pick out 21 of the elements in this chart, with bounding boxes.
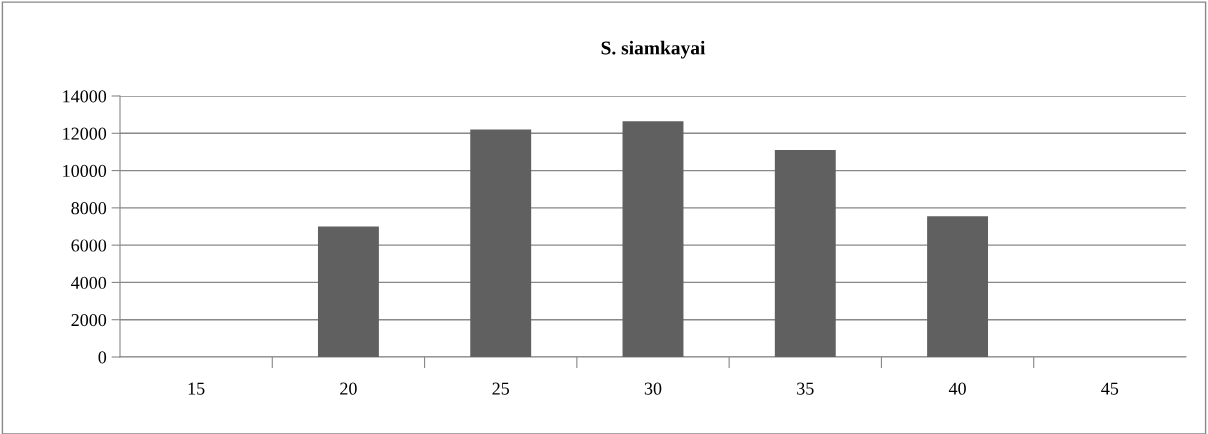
- y-tick-label: 2000: [71, 313, 107, 327]
- bar: [774, 150, 836, 357]
- x-tick-label: 35: [797, 382, 814, 395]
- y-tick-label: 12000: [63, 127, 107, 140]
- x-tick-label: 45: [1101, 382, 1119, 395]
- x-tick-label: 15: [188, 382, 205, 395]
- bar: [927, 216, 989, 357]
- y-tick-label: 14000: [63, 90, 107, 103]
- bar: [317, 226, 379, 357]
- bar: [470, 129, 532, 357]
- y-tick-label: 4000: [71, 276, 107, 289]
- x-tick-label: 30: [644, 382, 662, 395]
- y-tick-label: 8000: [71, 202, 107, 215]
- y-tick-label: 10000: [63, 164, 107, 178]
- x-tick-label: 40: [948, 382, 966, 395]
- y-tick-label: 6000: [71, 239, 107, 252]
- y-tick-label: 0: [98, 351, 107, 364]
- x-tick-label: 25: [492, 382, 510, 395]
- x-tick-label: 20: [340, 382, 357, 395]
- chart-title: S. siamkayai: [601, 40, 706, 59]
- bar: [622, 121, 684, 357]
